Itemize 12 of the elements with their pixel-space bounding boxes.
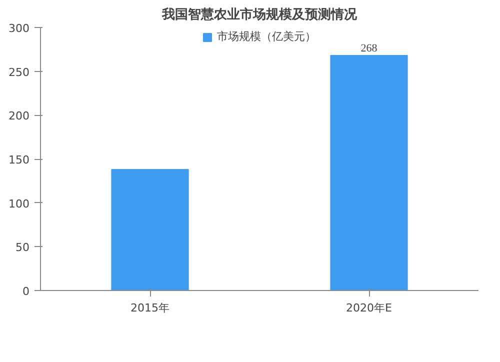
y-tick-label: 250: [8, 66, 30, 79]
y-tick-label: 100: [8, 197, 30, 210]
x-tick-label: 2015年: [130, 302, 170, 314]
y-tick-label: 150: [8, 154, 30, 166]
data-label: 268: [360, 42, 378, 55]
y-tick-label: 300: [8, 22, 30, 35]
x-tick-label: 2020年E: [346, 302, 392, 314]
legend-label: 市场规模（亿美元）: [217, 29, 316, 44]
y-tick-label: 0: [22, 285, 30, 298]
y-tick-label: 50: [16, 241, 30, 254]
chart-title: 我国智慧农业市场规模及预测情况: [161, 6, 358, 22]
y-tick-label: 200: [8, 110, 30, 123]
